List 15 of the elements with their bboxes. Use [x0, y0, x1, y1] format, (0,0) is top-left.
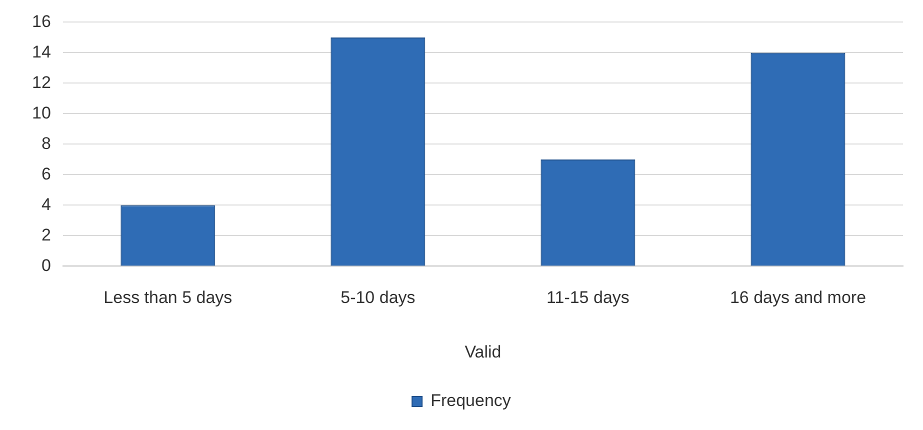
y-tick-label: 2 — [41, 225, 51, 244]
y-tick-label: 10 — [32, 103, 51, 122]
x-tick-label: Less than 5 days — [104, 288, 232, 308]
y-tick-label: 12 — [32, 72, 51, 92]
y-tick-label: 14 — [32, 42, 51, 62]
y-tick-label: 0 — [41, 256, 51, 275]
x-tick-label: 5-10 days — [340, 288, 416, 308]
y-tick-label: 4 — [41, 194, 51, 214]
y-tick-label: 16 — [32, 12, 51, 31]
legend-label: Frequency — [430, 391, 512, 410]
y-tick-label: 6 — [41, 164, 51, 184]
x-axis-title: Valid — [464, 342, 502, 362]
y-tick-label: 8 — [41, 134, 51, 153]
x-tick-label: 11-15 days — [546, 288, 630, 308]
x-tick-label: 16 days and more — [730, 288, 866, 308]
